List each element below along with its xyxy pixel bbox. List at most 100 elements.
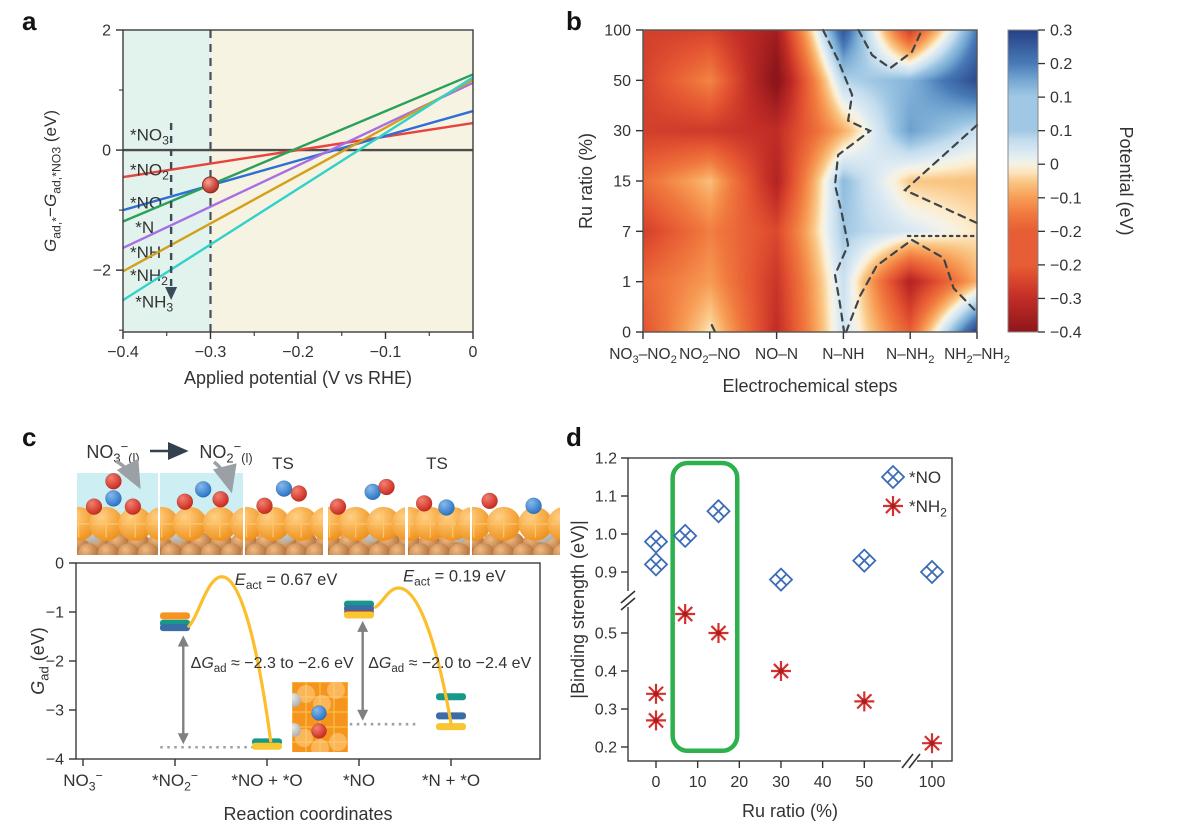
y-axis-break-icon bbox=[620, 590, 636, 604]
y-tick-label: 1.2 bbox=[595, 451, 617, 468]
y-tick-label: −2 bbox=[93, 263, 111, 280]
y-tick-label: 0.3 bbox=[595, 702, 617, 719]
inset-structure bbox=[292, 682, 348, 752]
colorbar-tick-label: −0.1 bbox=[1050, 190, 1082, 207]
nh2-marker bbox=[883, 496, 903, 516]
highlight-point bbox=[202, 176, 219, 194]
plot-frame bbox=[627, 457, 953, 762]
x-tick-label: 30 bbox=[772, 774, 790, 791]
x-tick-label: *NO bbox=[343, 771, 375, 790]
delta-g-label: ΔGad ≈ −2.3 to −2.6 eV bbox=[191, 655, 354, 675]
curved-arrow-icon bbox=[212, 460, 237, 494]
series-label: *NH3 bbox=[135, 292, 173, 314]
colorbar-tick-label: 0.1 bbox=[1050, 123, 1072, 140]
colorbar bbox=[1007, 29, 1039, 333]
y-tick-label: −4 bbox=[46, 752, 64, 769]
x-tick-label: NO3− bbox=[63, 769, 102, 794]
oxygen-atom bbox=[176, 493, 194, 510]
y-tick-label: −3 bbox=[46, 703, 64, 720]
y-axis-title: Ru ratio (%) bbox=[576, 133, 596, 229]
x-tick-label: 50 bbox=[855, 774, 873, 791]
series-line bbox=[122, 81, 474, 250]
ts-label: TS bbox=[272, 454, 294, 473]
energy-level-bar bbox=[436, 723, 466, 731]
y-tick-label: 0.2 bbox=[595, 740, 617, 757]
contour-line bbox=[845, 238, 979, 334]
y-tick-label: 2 bbox=[102, 23, 111, 40]
nitrogen-atom bbox=[105, 490, 122, 507]
nh2-marker bbox=[854, 691, 875, 712]
structure-thumbnail bbox=[408, 473, 470, 555]
panel-d-label: d bbox=[566, 422, 582, 452]
reactant-label: NO3−(l) bbox=[86, 439, 139, 465]
x-tick-label: *NO2− bbox=[152, 769, 198, 794]
energy-level-bar bbox=[436, 693, 466, 701]
y-tick-label: −1 bbox=[46, 605, 64, 622]
structure-thumbnail bbox=[245, 473, 323, 555]
x-axis-title: Ru ratio (%) bbox=[742, 801, 838, 821]
y-tick-label: 0.5 bbox=[595, 626, 617, 643]
x-tick-label: 0 bbox=[469, 344, 478, 361]
nitrogen-atom bbox=[525, 497, 542, 515]
colorbar-tick-label: 0.1 bbox=[1050, 90, 1072, 107]
x-axis-title: Electrochemical steps bbox=[722, 376, 897, 396]
structure-thumbnail bbox=[328, 473, 405, 555]
nh2-marker bbox=[675, 604, 696, 624]
y-tick-label: −2 bbox=[46, 654, 64, 671]
colorbar-tick-label: −0.2 bbox=[1050, 224, 1082, 241]
oxygen-atom bbox=[256, 497, 273, 515]
oxygen-atom bbox=[415, 495, 433, 512]
delta-g-label: ΔGad ≈ −2.0 to −2.4 eV bbox=[368, 655, 531, 675]
oxygen-atom bbox=[85, 498, 103, 515]
series-label: *N bbox=[135, 218, 154, 237]
contour-line bbox=[710, 324, 717, 334]
no-marker bbox=[672, 523, 698, 549]
colorbar-tick-label: −0.4 bbox=[1050, 325, 1082, 342]
colorbar-tick-label: −0.3 bbox=[1050, 291, 1082, 308]
y-tick-label: 0 bbox=[55, 556, 64, 573]
series-line bbox=[122, 109, 474, 212]
no-marker bbox=[768, 567, 794, 592]
series-label: *NO3 bbox=[130, 125, 169, 147]
series-line bbox=[122, 76, 474, 302]
colorbar-title: Potential (eV) bbox=[1116, 126, 1136, 235]
colorbar-tick-label: 0.3 bbox=[1050, 23, 1072, 40]
panel-c-label: c bbox=[22, 422, 37, 452]
activation-energy-label: Eact = 0.19 eV bbox=[403, 568, 506, 589]
reaction-path-curve bbox=[373, 586, 453, 725]
panel-a-label: a bbox=[22, 6, 37, 36]
series-label: *NO2 bbox=[130, 160, 169, 182]
structure-thumbnail bbox=[77, 473, 158, 555]
curved-arrow-icon bbox=[115, 458, 141, 490]
structure-thumbnail bbox=[472, 473, 560, 555]
colorbar-tick-label: −0.2 bbox=[1050, 257, 1082, 274]
background-region bbox=[210, 30, 473, 332]
contour-line bbox=[902, 124, 979, 225]
x-tick-label: 40 bbox=[814, 774, 832, 791]
x-tick-label: NO3–NO2 bbox=[609, 346, 677, 366]
x-tick-label: −0.4 bbox=[107, 344, 139, 361]
oxygen-atom bbox=[329, 498, 347, 515]
nh2-marker bbox=[646, 683, 666, 704]
nh2-marker bbox=[770, 661, 791, 681]
y-axis-title: |Binding strength (eV)| bbox=[568, 520, 588, 698]
nh2-marker bbox=[708, 623, 729, 643]
nitrogen-atom bbox=[438, 499, 455, 516]
y-axis-title: Gad,*−Gad,*NO3 (eV) bbox=[41, 110, 63, 252]
y-tick-label: 30 bbox=[613, 123, 631, 140]
no-marker bbox=[643, 552, 669, 577]
contour-line bbox=[821, 28, 873, 334]
contour-line bbox=[857, 28, 923, 70]
highlight-box bbox=[670, 460, 740, 754]
panel-b-label: b bbox=[566, 6, 582, 36]
no-marker bbox=[880, 464, 906, 490]
activation-energy-label: Eact = 0.67 eV bbox=[235, 571, 338, 592]
x-axis-title: Applied potential (V vs RHE) bbox=[184, 368, 412, 388]
y-tick-label: 0.4 bbox=[595, 664, 617, 681]
y-tick-label: 7 bbox=[622, 224, 631, 241]
oxygen-atom bbox=[481, 492, 498, 510]
x-tick-label: −0.1 bbox=[370, 344, 402, 361]
